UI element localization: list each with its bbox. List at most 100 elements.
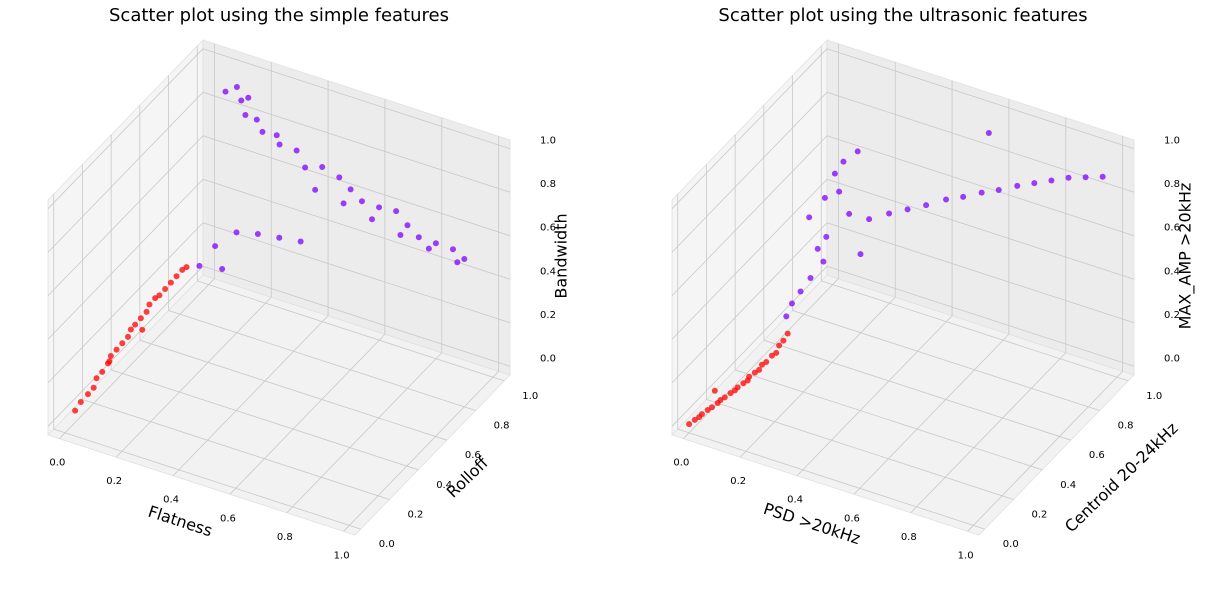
z-tick-label: 0.0	[540, 353, 556, 364]
point	[758, 361, 765, 368]
point	[196, 262, 203, 269]
grid-line	[115, 296, 272, 458]
point	[245, 94, 252, 101]
point	[90, 384, 97, 391]
grid-line	[763, 339, 1071, 441]
x-tick-label: 0.8	[901, 532, 917, 543]
point	[259, 128, 266, 135]
grid-line	[202, 265, 511, 367]
point	[162, 286, 169, 293]
grid-line	[671, 222, 828, 384]
point	[1048, 177, 1055, 184]
y-tick-label: 0.8	[1118, 421, 1134, 432]
point	[358, 198, 365, 205]
point	[734, 384, 741, 391]
point	[347, 186, 354, 193]
point	[106, 358, 113, 365]
y-tick-label: 1.0	[522, 391, 538, 402]
grid-line	[343, 371, 499, 532]
point	[293, 147, 300, 154]
point	[93, 375, 100, 382]
z-tick-label: 0.4	[540, 266, 556, 277]
point	[886, 210, 893, 217]
z-tick-label: 0.4	[1164, 266, 1180, 277]
y-tick-label: 1.0	[1146, 391, 1162, 402]
point	[167, 279, 174, 286]
x-tick-label: 1.0	[958, 550, 974, 561]
x-tick-label: 0.2	[106, 476, 122, 487]
x-tick-label: 1.0	[334, 550, 350, 561]
point	[276, 234, 283, 241]
point	[179, 266, 186, 273]
z-tick-label: 0.8	[1164, 179, 1180, 190]
point	[820, 258, 827, 265]
x-tick-label: 0.0	[49, 458, 65, 469]
z-tick-label: 1.0	[540, 136, 556, 147]
point	[751, 369, 758, 376]
point	[146, 301, 153, 308]
point	[995, 187, 1002, 193]
z-tick-label: 1.0	[1164, 136, 1180, 147]
grid-line	[826, 265, 1135, 367]
grid-line	[967, 371, 1123, 532]
point	[756, 366, 763, 373]
point	[397, 232, 404, 238]
point	[212, 243, 219, 250]
point	[763, 358, 770, 365]
point	[319, 164, 326, 171]
grid-line	[821, 280, 1129, 382]
point	[233, 229, 240, 236]
x-axis-label: Flatness	[146, 502, 215, 541]
point	[746, 373, 753, 380]
grid-line	[826, 135, 1135, 237]
y-tick-label: 0.8	[494, 421, 510, 432]
point	[107, 353, 114, 360]
x-tick-label: 0.4	[163, 495, 179, 506]
point	[1082, 174, 1089, 181]
y-tick-label: 0.4	[1060, 480, 1076, 491]
y-tick-label: 0.2	[1031, 509, 1047, 520]
grid-line	[792, 310, 1100, 411]
point	[132, 321, 139, 328]
x-tick-label: 0.4	[787, 495, 803, 506]
point	[797, 288, 804, 295]
point	[297, 238, 304, 245]
grid-line	[735, 369, 1043, 471]
z-tick-label: 0.6	[1164, 223, 1180, 234]
point	[717, 397, 724, 404]
grid-line	[168, 310, 476, 411]
point	[139, 326, 146, 333]
point	[866, 216, 873, 223]
grid-line	[796, 315, 953, 477]
point	[727, 390, 734, 397]
grid-line	[139, 339, 447, 441]
point	[84, 391, 91, 398]
x-tick-label: 0.6	[844, 513, 860, 524]
grid-line	[172, 315, 329, 477]
y-tick-label: 0.2	[407, 509, 423, 520]
grid-line	[82, 399, 390, 500]
grid-line	[910, 352, 1067, 514]
point	[340, 200, 347, 207]
y-tick-label: 0.0	[1003, 539, 1019, 550]
z-axis-label: MAX_AMP >20kHz	[1176, 183, 1196, 330]
point	[253, 116, 260, 123]
grid-line	[826, 91, 1135, 193]
point	[449, 246, 456, 253]
grid-line	[202, 91, 511, 193]
z-axis-label: Bandwidth	[552, 213, 571, 298]
point	[143, 308, 150, 315]
point	[233, 84, 240, 91]
point	[302, 164, 309, 171]
point	[840, 158, 847, 165]
subplot: 0.0 0.2 0.4 0.6 0.8 1.0 0.0 0.2 0.4 0.6 0.8 1.0 0.0 0…	[671, 5, 1196, 561]
z-tick-label: 0.0	[1164, 353, 1180, 364]
point	[821, 194, 828, 201]
point	[156, 292, 163, 299]
point	[789, 300, 795, 307]
grid-line	[671, 48, 828, 209]
point	[312, 186, 319, 193]
point	[784, 330, 791, 337]
